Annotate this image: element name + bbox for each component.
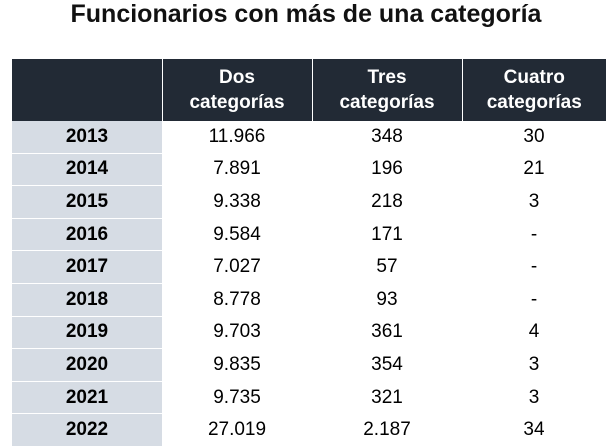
- table-row: 2014 7.891 196 21: [12, 153, 606, 187]
- header-line: categorías: [486, 92, 582, 113]
- cuatro-categorias-cell: -: [462, 218, 606, 252]
- header-line: categorías: [339, 92, 435, 113]
- dos-categorias-cell: 7.891: [162, 153, 312, 187]
- tres-categorias-cell: 196: [312, 153, 462, 187]
- table-row: 2018 8.778 93-: [12, 283, 606, 317]
- year-cell: 2019: [12, 316, 162, 350]
- cuatro-categorias-cell: 3: [462, 185, 606, 219]
- header-cell-year: [12, 59, 163, 121]
- header-line: Tres: [367, 67, 407, 88]
- header-row: Dos categorías Tres categorías Cuatro ca…: [12, 59, 606, 121]
- dos-categorias-cell: 9.584: [162, 218, 312, 252]
- table-row: 2016 9.584 171-: [12, 218, 606, 252]
- header-line: Cuatro: [503, 67, 565, 88]
- year-cell: 2020: [12, 348, 162, 382]
- tres-categorias-cell: 57: [312, 250, 462, 284]
- year-cell: 2016: [12, 218, 162, 252]
- tres-categorias-cell: 361: [312, 316, 462, 350]
- cuatro-categorias-cell: -: [462, 250, 606, 284]
- header-line: Dos: [219, 67, 255, 88]
- cuatro-categorias-cell: -: [462, 283, 606, 317]
- header-cell-tres: Tres categorías: [312, 59, 463, 121]
- data-table: Dos categorías Tres categorías Cuatro ca…: [12, 59, 606, 447]
- dos-categorias-cell: 11.966: [162, 121, 312, 154]
- cuatro-categorias-cell: 21: [462, 153, 606, 187]
- tres-categorias-cell: 2.187: [312, 413, 462, 447]
- tres-categorias-cell: 171: [312, 218, 462, 252]
- table-row: 2017 7.027 57-: [12, 250, 606, 284]
- cuatro-categorias-cell: 30: [462, 121, 606, 154]
- cuatro-categorias-cell: 34: [462, 413, 606, 447]
- year-cell: 2021: [12, 381, 162, 415]
- table-row: 2013 11.966 348 30: [12, 121, 606, 154]
- header-cell-cuatro: Cuatro categorías: [462, 59, 606, 121]
- header-cell-dos: Dos categorías: [162, 59, 313, 121]
- header-line: categorías: [189, 92, 285, 113]
- year-cell: 2018: [12, 283, 162, 317]
- table-row: 2019 9.703 361 4: [12, 316, 606, 350]
- year-cell: 2014: [12, 153, 162, 187]
- dos-categorias-cell: 7.027: [162, 250, 312, 284]
- table-row: 2022 27.019 2.187 34: [12, 413, 606, 447]
- year-cell: 2015: [12, 185, 162, 219]
- table-title: Funcionarios con más de una categoría: [70, 0, 542, 28]
- dos-categorias-cell: 8.778: [162, 283, 312, 317]
- cuatro-categorias-cell: 3: [462, 381, 606, 415]
- tres-categorias-cell: 348: [312, 121, 462, 154]
- year-cell: 2013: [12, 121, 162, 154]
- dos-categorias-cell: 9.735: [162, 381, 312, 415]
- table-row: 2021 9.735 321 3: [12, 381, 606, 415]
- cuatro-categorias-cell: 3: [462, 348, 606, 382]
- dos-categorias-cell: 27.019: [162, 413, 312, 447]
- tres-categorias-cell: 218: [312, 185, 462, 219]
- year-cell: 2022: [12, 413, 162, 447]
- tres-categorias-cell: 354: [312, 348, 462, 382]
- dos-categorias-cell: 9.703: [162, 316, 312, 350]
- tres-categorias-cell: 321: [312, 381, 462, 415]
- cuatro-categorias-cell: 4: [462, 316, 606, 350]
- dos-categorias-cell: 9.835: [162, 348, 312, 382]
- dos-categorias-cell: 9.338: [162, 185, 312, 219]
- tres-categorias-cell: 93: [312, 283, 462, 317]
- table-row: 2015 9.338 218 3: [12, 185, 606, 219]
- year-cell: 2017: [12, 250, 162, 284]
- table-row: 2020 9.835 354 3: [12, 348, 606, 382]
